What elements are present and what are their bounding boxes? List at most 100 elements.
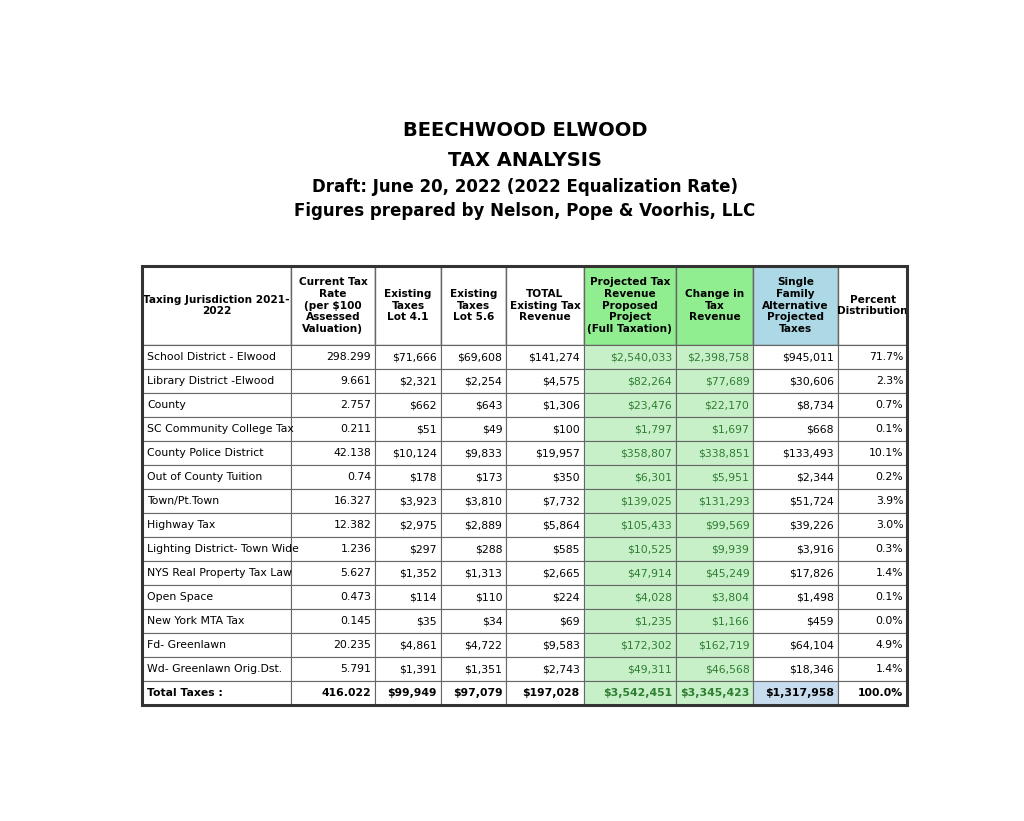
Text: $2,665: $2,665 (542, 568, 580, 578)
Bar (375, 537, 440, 562)
Bar (375, 513, 440, 537)
Text: $5,864: $5,864 (542, 521, 580, 530)
Bar (291, 609, 375, 633)
Text: $585: $585 (552, 544, 580, 554)
Bar (676, 633, 754, 658)
Text: Taxing Jurisdiction 2021-
2022: Taxing Jurisdiction 2021- 2022 (143, 295, 290, 316)
Bar (291, 513, 375, 537)
Text: $69: $69 (559, 617, 580, 626)
Bar (291, 369, 375, 393)
Text: $1,313: $1,313 (465, 568, 503, 578)
Bar (440, 633, 506, 658)
Text: $3,810: $3,810 (464, 496, 503, 507)
Text: $2,398,758: $2,398,758 (687, 352, 750, 362)
Bar (142, 633, 291, 658)
Bar (142, 585, 291, 609)
Bar (142, 266, 291, 345)
Bar (584, 513, 676, 537)
Text: $2,540,033: $2,540,033 (609, 352, 672, 362)
Bar (440, 585, 506, 609)
Text: NYS Real Property Tax Law: NYS Real Property Tax Law (147, 568, 292, 578)
Bar (142, 537, 291, 562)
Text: Open Space: Open Space (147, 592, 213, 603)
Text: $2,743: $2,743 (542, 664, 580, 674)
Bar (838, 562, 907, 585)
Bar (506, 489, 584, 513)
Bar (754, 466, 838, 489)
Bar (291, 489, 375, 513)
Text: $131,293: $131,293 (697, 496, 750, 507)
Text: $47,914: $47,914 (628, 568, 672, 578)
Text: $51: $51 (416, 424, 437, 434)
Text: $1,391: $1,391 (399, 664, 437, 674)
Bar (440, 658, 506, 681)
Text: $3,542,451: $3,542,451 (603, 688, 672, 699)
Text: $49: $49 (481, 424, 503, 434)
Text: 0.0%: 0.0% (876, 617, 903, 626)
Bar (838, 369, 907, 393)
Text: 42.138: 42.138 (334, 448, 372, 458)
Bar (506, 681, 584, 705)
Bar (676, 609, 754, 633)
Bar (142, 393, 291, 417)
Bar (440, 489, 506, 513)
Text: $10,124: $10,124 (392, 448, 437, 458)
Text: 0.473: 0.473 (340, 592, 372, 603)
Text: $1,697: $1,697 (712, 424, 750, 434)
Bar (838, 441, 907, 466)
Text: $22,170: $22,170 (705, 400, 750, 410)
Text: $2,321: $2,321 (399, 376, 437, 386)
Text: $100: $100 (552, 424, 580, 434)
Bar (838, 266, 907, 345)
Bar (142, 441, 291, 466)
Text: $1,166: $1,166 (712, 617, 750, 626)
Text: 0.2%: 0.2% (876, 472, 903, 482)
Bar (838, 633, 907, 658)
Text: 1.4%: 1.4% (876, 664, 903, 674)
Text: 16.327: 16.327 (334, 496, 372, 507)
Text: $46,568: $46,568 (705, 664, 750, 674)
Bar (440, 369, 506, 393)
Bar (506, 633, 584, 658)
Text: 100.0%: 100.0% (858, 688, 903, 699)
Bar (754, 266, 838, 345)
Bar (440, 345, 506, 369)
Text: $39,226: $39,226 (790, 521, 834, 530)
Text: $5,951: $5,951 (712, 472, 750, 482)
Text: 0.145: 0.145 (340, 617, 372, 626)
Text: Highway Tax: Highway Tax (147, 521, 215, 530)
Text: $338,851: $338,851 (697, 448, 750, 458)
Bar (142, 562, 291, 585)
Bar (375, 417, 440, 441)
Text: 1.236: 1.236 (340, 544, 372, 554)
Bar (291, 658, 375, 681)
Bar (676, 466, 754, 489)
Bar (584, 417, 676, 441)
Bar (375, 585, 440, 609)
Text: Current Tax
Rate
(per $100
Assessed
Valuation): Current Tax Rate (per $100 Assessed Valu… (299, 277, 368, 334)
Bar (506, 537, 584, 562)
Bar (584, 562, 676, 585)
Bar (142, 658, 291, 681)
Bar (838, 658, 907, 681)
Text: Fd- Greenlawn: Fd- Greenlawn (147, 640, 226, 650)
Text: $1,352: $1,352 (399, 568, 437, 578)
Bar (440, 466, 506, 489)
Bar (291, 585, 375, 609)
Bar (375, 562, 440, 585)
Bar (754, 489, 838, 513)
Text: $133,493: $133,493 (782, 448, 834, 458)
Bar (506, 393, 584, 417)
Bar (291, 345, 375, 369)
Text: Library District -Elwood: Library District -Elwood (147, 376, 274, 386)
Bar (375, 441, 440, 466)
Bar (584, 489, 676, 513)
Bar (676, 345, 754, 369)
Text: $4,575: $4,575 (542, 376, 580, 386)
Text: $2,344: $2,344 (796, 472, 834, 482)
Text: $97,079: $97,079 (453, 688, 503, 699)
Bar (584, 369, 676, 393)
Bar (506, 585, 584, 609)
Text: $459: $459 (806, 617, 834, 626)
Bar (676, 369, 754, 393)
